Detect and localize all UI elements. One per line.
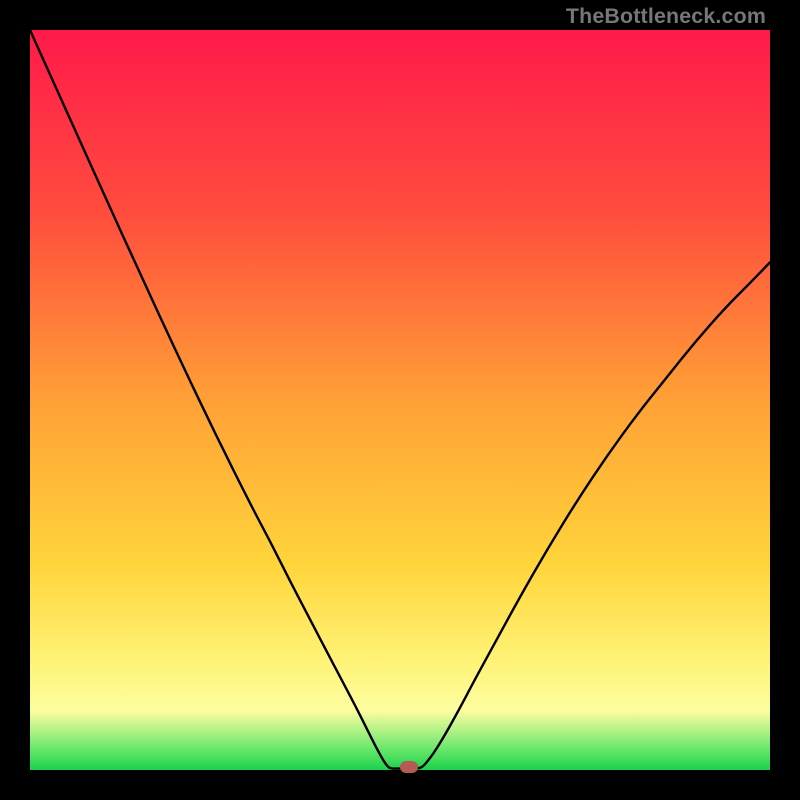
bottleneck-curve xyxy=(30,30,770,770)
optimum-marker xyxy=(400,761,418,773)
curve-path xyxy=(30,30,770,769)
plot-area xyxy=(30,30,770,770)
chart-frame: TheBottleneck.com xyxy=(0,0,800,800)
watermark-text: TheBottleneck.com xyxy=(566,4,766,29)
